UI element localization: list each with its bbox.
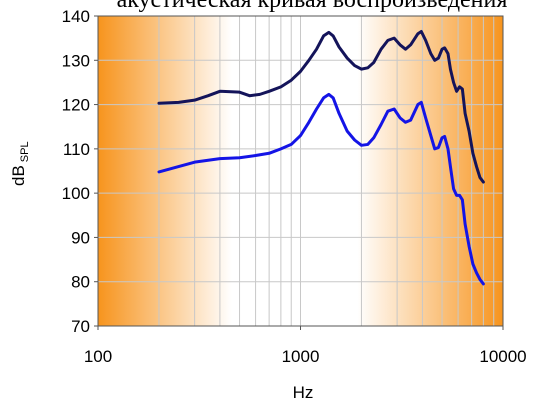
y-tick-labels: 70 80 90 100 110 120 130 140 [62,7,98,336]
chart-title: акустическая кривая воспроизведения [117,0,508,13]
y-tick-label: 140 [62,7,90,26]
y-tick-label: 130 [62,51,90,70]
x-tick-label: 10000 [479,347,526,366]
series-line-1 [157,30,485,184]
y-axis-label-main: dB [9,165,28,186]
y-tick-label: 110 [63,140,90,159]
y-axis-label-sub: SPL [19,141,31,162]
series-group [157,30,485,286]
y-tick-label: 70 [71,317,90,336]
y-tick-label: 80 [71,273,90,292]
x-tick-label: 1000 [282,347,320,366]
x-axis-label: Hz [293,383,314,402]
svg-text:dBSPL: dB SPL [9,141,31,186]
y-axis-label: dB SPL [9,141,31,186]
y-tick-label: 120 [62,96,90,115]
x-tick-labels: 100 1000 10000 [84,326,527,366]
grid [98,16,503,326]
y-tick-label: 100 [62,184,90,203]
series-line-2 [157,92,485,286]
y-tick-label: 90 [71,228,90,247]
x-tick-label: 100 [84,347,112,366]
